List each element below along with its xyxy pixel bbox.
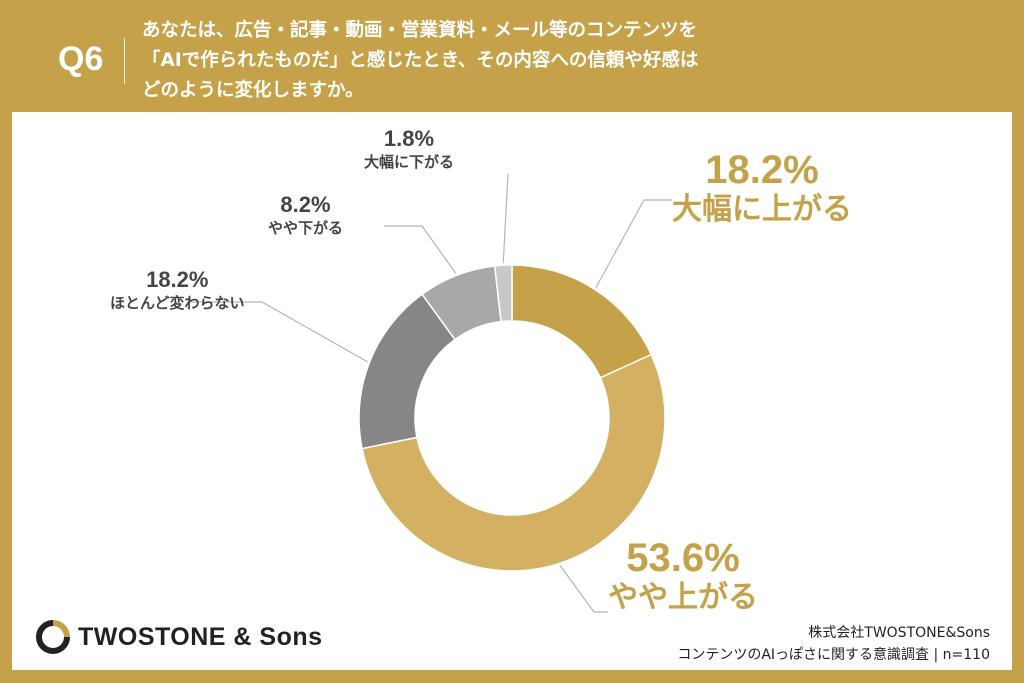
question-divider (124, 38, 125, 84)
value-label: 8.2% (280, 192, 331, 217)
value-label: 18.2% (146, 267, 209, 292)
leader-line (188, 301, 368, 363)
slice-slight-increase (361, 353, 666, 572)
label-slight-increase: 53.6% やや上がる (608, 536, 758, 616)
slice-large-decrease (493, 264, 513, 323)
leader-line (502, 173, 509, 264)
label-slight-decrease: 8.2% やや下がる (268, 192, 343, 238)
logo-text: TWOSTONE & Sons (78, 622, 323, 651)
question-line: 「AIで作られたものだ」と感じたとき、その内容への信頼や好感は (142, 50, 699, 71)
question-text: あなたは、広告・記事・動画・営業資料・メール等のコンテンツを 「AIで作られたも… (142, 16, 1002, 106)
leader-line (384, 225, 457, 274)
category-label: 大幅に上がる (672, 192, 852, 227)
category-label: ほとんど変わらない (110, 294, 245, 312)
leader-line (595, 199, 672, 288)
value-label: 53.6% (626, 536, 740, 580)
company-logo: TWOSTONE & Sons (36, 620, 323, 654)
value-label: 1.8% (383, 126, 435, 151)
header: Q6 あなたは、広告・記事・動画・営業資料・メール等のコンテンツを 「AIで作ら… (0, 0, 1024, 112)
survey-credit: 株式会社TWOSTONE&Sons コンテンツのAIっぽさに関する意識調査 | … (677, 622, 990, 666)
leader-line (559, 565, 608, 613)
logo-mark-icon (36, 620, 70, 654)
value-label: 18.2% (705, 148, 819, 192)
category-label: やや下がる (268, 219, 344, 237)
label-large-increase: 18.2% 大幅に上がる (672, 148, 852, 228)
slice-large-increase (511, 264, 653, 379)
label-large-decrease: 1.8% 大幅に下がる (364, 126, 454, 172)
company-name: 株式会社TWOSTONE&Sons (808, 625, 990, 641)
question-line: あなたは、広告・記事・動画・営業資料・メール等のコンテンツを (142, 20, 698, 41)
category-label: やや上がる (608, 580, 758, 615)
category-label: 大幅に下がる (364, 153, 455, 171)
chart-card: 18.2% 大幅に上がる 53.6% やや上がる 18.2% ほとんど変わらない… (12, 112, 1012, 670)
question-number: Q6 (58, 40, 104, 78)
label-no-change: 18.2% ほとんど変わらない (110, 267, 245, 313)
question-line: どのように変化しますか。 (142, 80, 364, 101)
survey-info: コンテンツのAIっぽさに関する意識調査 | n=110 (677, 647, 990, 663)
donut-chart (188, 173, 672, 613)
